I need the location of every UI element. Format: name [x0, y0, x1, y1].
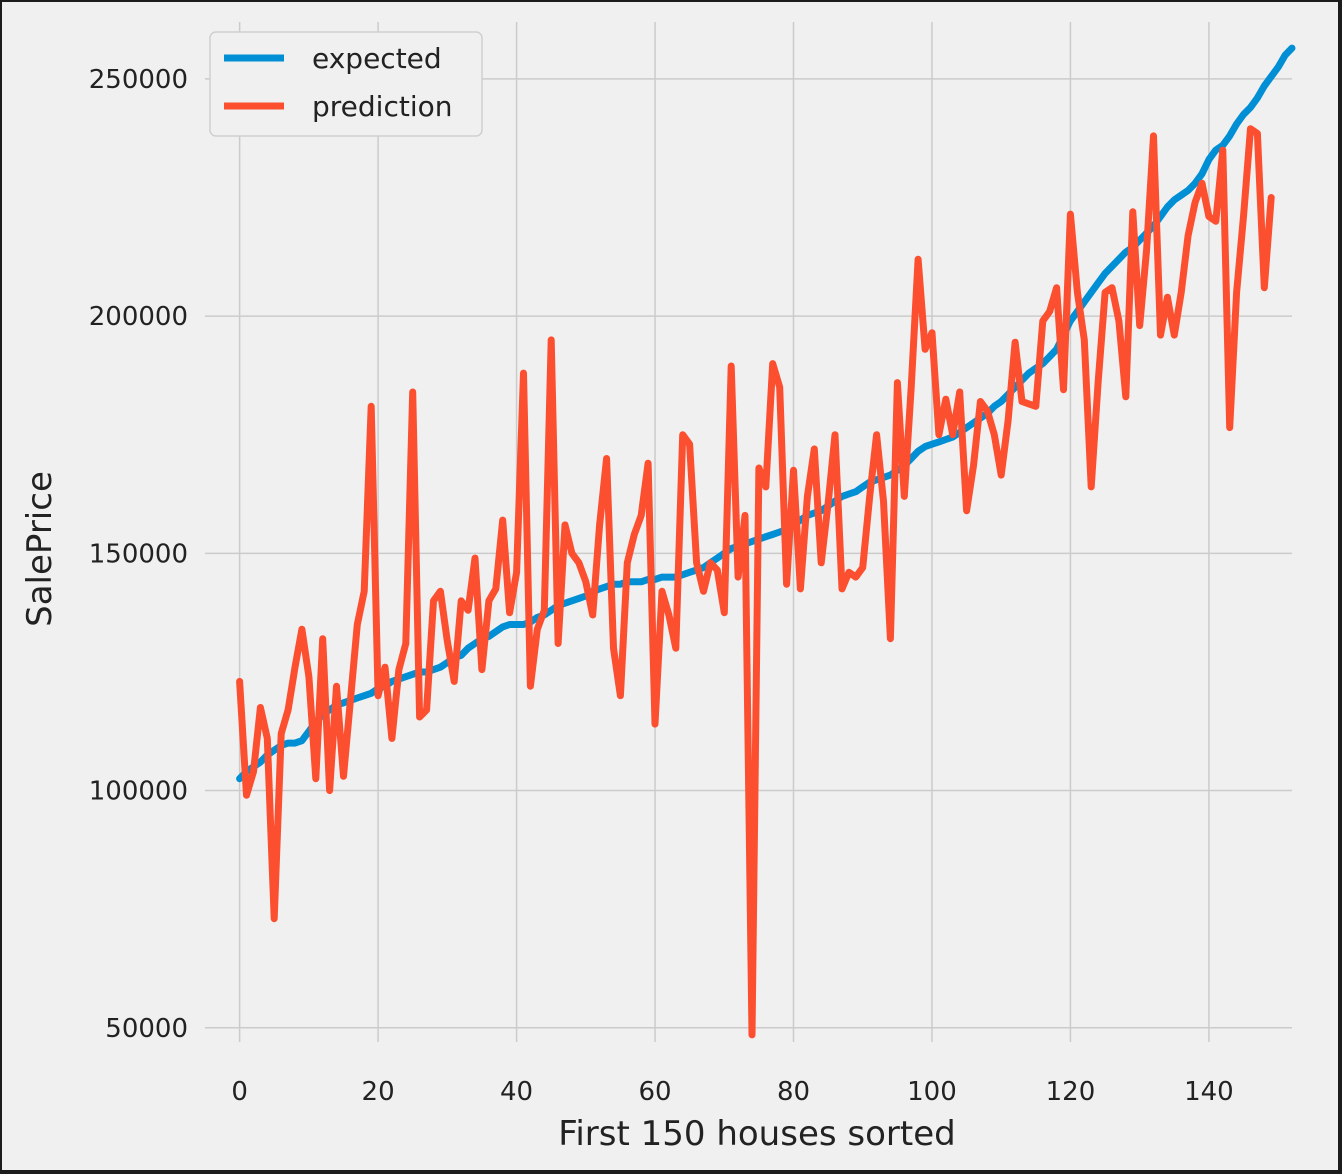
y-axis-label: SalePrice [20, 471, 60, 627]
legend-label-prediction: prediction [312, 90, 452, 123]
y-tick-label: 150000 [89, 539, 188, 569]
x-tick-label: 80 [777, 1077, 810, 1107]
grid [205, 22, 1292, 1042]
x-tick-label: 40 [500, 1077, 533, 1107]
x-tick-label: 20 [362, 1077, 395, 1107]
tick-labels: 0 20 40 60 80 100 120 140 50000 100000 150000 20000… [89, 65, 1234, 1107]
y-tick-label: 100000 [89, 777, 188, 807]
x-tick-label: 100 [907, 1077, 957, 1107]
x-tick-label: 60 [638, 1077, 671, 1107]
y-tick-label: 200000 [89, 302, 188, 332]
y-tick-label: 50000 [105, 1014, 188, 1044]
x-tick-label: 140 [1184, 1077, 1234, 1107]
series-line-expected [236, 44, 1296, 783]
plot-series [236, 44, 1296, 1039]
x-tick-label: 0 [231, 1077, 248, 1107]
y-tick-label: 250000 [89, 65, 188, 95]
series-line-prediction [236, 125, 1275, 1039]
legend: expected prediction [209, 31, 483, 137]
x-tick-label: 120 [1046, 1077, 1096, 1107]
legend-label-expected: expected [312, 42, 442, 75]
x-axis-label: First 150 houses sorted [558, 1114, 955, 1154]
